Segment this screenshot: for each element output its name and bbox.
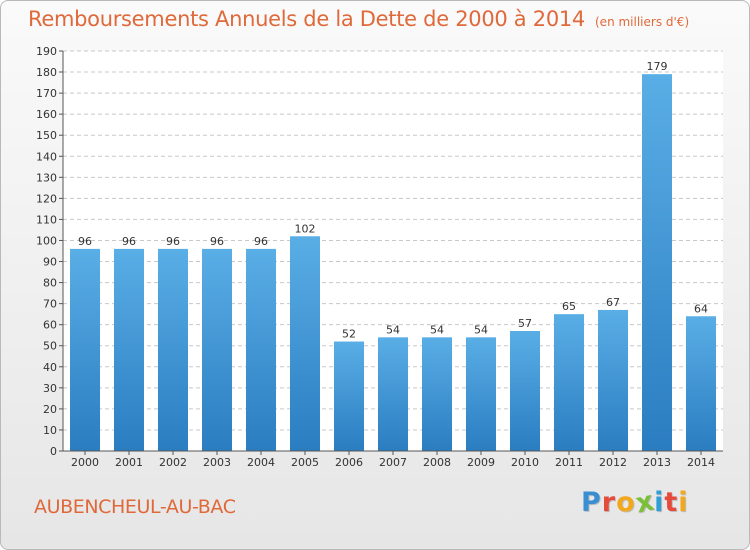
y-tick-label: 40 (43, 361, 57, 374)
data-label: 65 (562, 300, 576, 313)
bar (510, 331, 540, 451)
logo-letter: i (678, 487, 689, 518)
proxiti-logo: Proxiti (581, 485, 689, 519)
bar (642, 74, 672, 451)
x-tick-label: 2002 (159, 456, 187, 469)
bar (554, 314, 584, 451)
commune-name: AUBENCHEUL-AU-BAC (34, 496, 236, 518)
bar (466, 337, 496, 451)
y-tick-label: 170 (36, 87, 57, 100)
data-label: 64 (694, 302, 708, 315)
data-label: 96 (122, 235, 136, 248)
y-tick-label: 110 (36, 213, 57, 226)
x-tick-label: 2013 (643, 456, 671, 469)
logo-letter: i (654, 487, 665, 518)
data-label: 96 (166, 235, 180, 248)
data-label: 96 (210, 235, 224, 248)
bar (686, 316, 716, 451)
x-tick-label: 2007 (379, 456, 407, 469)
logo-letter: P (581, 487, 602, 518)
data-label: 96 (254, 235, 268, 248)
x-tick-label: 2004 (247, 456, 275, 469)
bar (334, 341, 364, 451)
x-tick-label: 2012 (599, 456, 627, 469)
y-tick-label: 140 (36, 150, 57, 163)
bar (70, 248, 100, 451)
x-tick-label: 2001 (115, 456, 143, 469)
bar (378, 337, 408, 451)
x-tick-label: 2008 (423, 456, 451, 469)
data-label: 54 (430, 323, 444, 336)
y-tick-label: 130 (36, 171, 57, 184)
x-tick-label: 2014 (687, 456, 715, 469)
data-label: 67 (606, 296, 620, 309)
data-label: 54 (474, 323, 488, 336)
unit-note: (en milliers d'€) (595, 15, 690, 29)
y-tick-label: 10 (43, 424, 57, 437)
x-tick-label: 2005 (291, 456, 319, 469)
y-tick-label: 80 (43, 277, 57, 290)
data-label: 57 (518, 317, 532, 330)
bar (422, 337, 452, 451)
title-line: Remboursements Annuels de la Dette de 20… (28, 7, 689, 31)
y-tick-label: 60 (43, 319, 57, 332)
bar (598, 309, 628, 451)
bar (290, 236, 320, 451)
y-tick-label: 190 (36, 45, 57, 58)
bar (246, 248, 276, 451)
y-tick-label: 70 (43, 298, 57, 311)
data-label: 102 (295, 222, 316, 235)
logo-letter: o (616, 487, 636, 518)
logo-letter: t (664, 487, 679, 518)
y-tick-label: 0 (50, 445, 57, 458)
data-label: 54 (386, 323, 400, 336)
chart-title: Remboursements Annuels de la Dette de 20… (28, 7, 585, 31)
y-tick-label: 160 (36, 108, 57, 121)
y-tick-label: 150 (36, 129, 57, 142)
y-tick-label: 120 (36, 192, 57, 205)
x-tick-label: 2003 (203, 456, 231, 469)
data-label: 96 (78, 235, 92, 248)
y-tick-label: 100 (36, 234, 57, 247)
y-tick-label: 20 (43, 403, 57, 416)
bar (158, 248, 188, 451)
x-tick-label: 2000 (71, 456, 99, 469)
x-tick-label: 2006 (335, 456, 363, 469)
bar (202, 248, 232, 451)
x-tick-label: 2010 (511, 456, 539, 469)
bar (114, 248, 144, 451)
y-tick-label: 30 (43, 382, 57, 395)
y-tick-label: 50 (43, 340, 57, 353)
y-tick-label: 180 (36, 66, 57, 79)
y-tick-label: 90 (43, 256, 57, 269)
data-label: 52 (342, 328, 356, 341)
logo-letter: r (601, 487, 617, 518)
x-tick-label: 2011 (555, 456, 583, 469)
data-label: 179 (647, 60, 668, 73)
x-tick-label: 2009 (467, 456, 495, 469)
